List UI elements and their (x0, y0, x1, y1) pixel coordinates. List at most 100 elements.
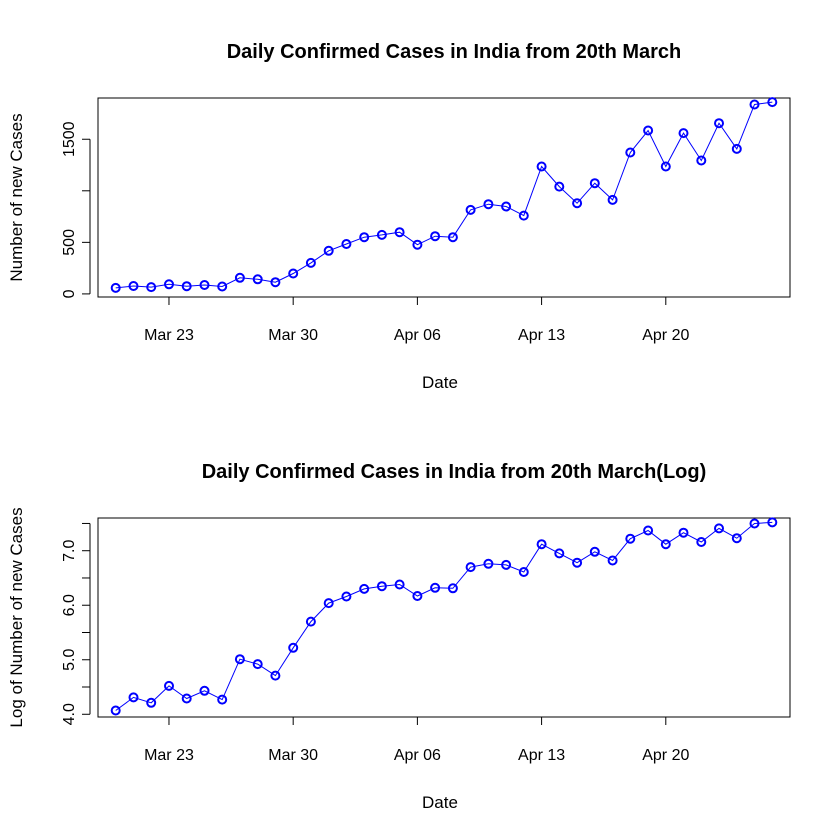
chart2-data-point (465, 562, 476, 573)
chart2-data-point (731, 533, 742, 544)
chart2-x-tick-label: Apr 13 (518, 747, 565, 764)
chart1-series-line (115, 101, 773, 289)
chart2-data-point (164, 680, 174, 691)
chart1-x-tick-label: Mar 30 (268, 327, 318, 344)
chart1-x-tick-label: Mar 23 (144, 327, 194, 344)
chart1-data-point (731, 143, 742, 154)
chart2-x-tick-label: Apr 06 (394, 747, 441, 764)
chart2-x-tick-label: Mar 23 (144, 747, 194, 764)
chart2-x-tick-label: Apr 20 (642, 747, 689, 764)
chart1-y-tick-label: 0 (61, 289, 78, 298)
chart2-data-point (217, 694, 228, 705)
chart2-series-line (115, 521, 773, 711)
chart1-data-point (146, 282, 157, 293)
chart1-data-point (660, 161, 671, 172)
chart2-y-tick-label: 4.0 (61, 703, 78, 725)
chart1-x-tick-label: Apr 20 (642, 327, 689, 344)
chart2-data-point (714, 523, 724, 534)
chart2-data-point (572, 557, 583, 568)
chart2-y-axis-label: Log of Number of new Cases (7, 507, 26, 727)
chart1-data-point (554, 181, 565, 192)
chart1-data-point (465, 204, 476, 215)
chart2-data-point (305, 616, 316, 627)
chart1-data-point (607, 194, 618, 205)
chart1-data-point (288, 268, 299, 279)
chart2-y-tick-label: 7.0 (61, 539, 78, 561)
chart2-data-point (394, 579, 405, 590)
chart2-data-point (341, 591, 352, 602)
chart1-y-axis-label: Number of new Cases (7, 113, 26, 281)
chart2-data-point (678, 527, 689, 538)
chart2-x-axis-label: Date (422, 793, 458, 812)
chart2-data-point (607, 555, 618, 566)
chart2-data-point (767, 517, 778, 528)
chart2-data-point (181, 693, 192, 704)
chart1-data-point (447, 232, 458, 243)
chart1-data-point (518, 210, 529, 221)
chart1-data-point (199, 280, 210, 290)
chart2-data-point (270, 670, 281, 681)
chart2-title: Daily Confirmed Cases in India from 20th… (202, 461, 707, 483)
chart2-data-point (430, 582, 441, 593)
chart1-data-point (625, 147, 636, 158)
chart2-data-point (749, 518, 760, 529)
chart1-x-tick-label: Apr 06 (394, 327, 441, 344)
chart2-data-point (128, 692, 139, 703)
chart2-x-tick-label: Mar 30 (268, 747, 318, 764)
chart2-y-tick-label: 6.0 (61, 594, 78, 616)
chart1-data-point (572, 198, 583, 209)
chart1-data-point (359, 232, 370, 243)
chart2-data-point (376, 581, 387, 592)
chart2-data-point (643, 525, 654, 536)
chart2-data-point (589, 546, 600, 557)
chart2-data-point (359, 583, 370, 594)
chart1-data-point (767, 97, 778, 108)
chart2-data-point (501, 559, 512, 570)
chart1-data-point (749, 99, 760, 110)
chart1-data-point (217, 281, 228, 292)
chart1-data-point (678, 128, 689, 139)
chart1-data-point (394, 227, 405, 238)
chart2-data-point (234, 654, 245, 665)
chart2-data-point (252, 659, 263, 670)
chart2-data-point (554, 548, 565, 559)
chart1-plot-frame (97, 97, 791, 298)
chart1-data-point (643, 125, 654, 136)
chart2-data-point (660, 539, 671, 550)
chart1-data-point (696, 155, 707, 166)
chart2-data-point (536, 539, 547, 550)
chart1-data-point (376, 229, 387, 240)
chart1-data-point (270, 277, 281, 288)
chart1-data-point (589, 178, 600, 189)
chart2-y-tick-label: 5.0 (61, 649, 78, 671)
chart1-data-point (181, 281, 192, 292)
chart1-data-point (305, 257, 316, 268)
chart1-data-point (536, 161, 547, 172)
chart1-data-point (323, 245, 334, 256)
chart2-data-point (146, 697, 157, 708)
chart1-data-point (714, 118, 724, 129)
chart1-data-point (252, 274, 263, 285)
chart1-data-point (110, 282, 121, 293)
chart2-data-point (625, 533, 636, 544)
chart1-data-point (430, 231, 441, 242)
chart2-data-point (447, 583, 458, 594)
chart1-y-tick-label: 1500 (61, 121, 78, 157)
chart1-data-point (234, 272, 245, 283)
chart1-data-point (341, 239, 352, 249)
chart1-y-tick-label: 500 (61, 229, 78, 256)
chart1-data-point (412, 239, 423, 250)
chart1-data-point (483, 199, 494, 210)
chart1-title: Daily Confirmed Cases in India from 20th… (227, 41, 682, 63)
chart2-data-point (288, 642, 299, 653)
chart2-data-point (199, 685, 210, 696)
chart1-data-point (501, 201, 512, 212)
chart1-x-tick-label: Apr 13 (518, 327, 565, 344)
chart2-data-point (412, 591, 423, 601)
chart2-data-point (696, 537, 707, 547)
chart2-data-point (518, 567, 529, 577)
chart2-data-point (110, 705, 121, 716)
chart1-data-point (164, 279, 174, 290)
chart2-data-point (483, 558, 494, 569)
